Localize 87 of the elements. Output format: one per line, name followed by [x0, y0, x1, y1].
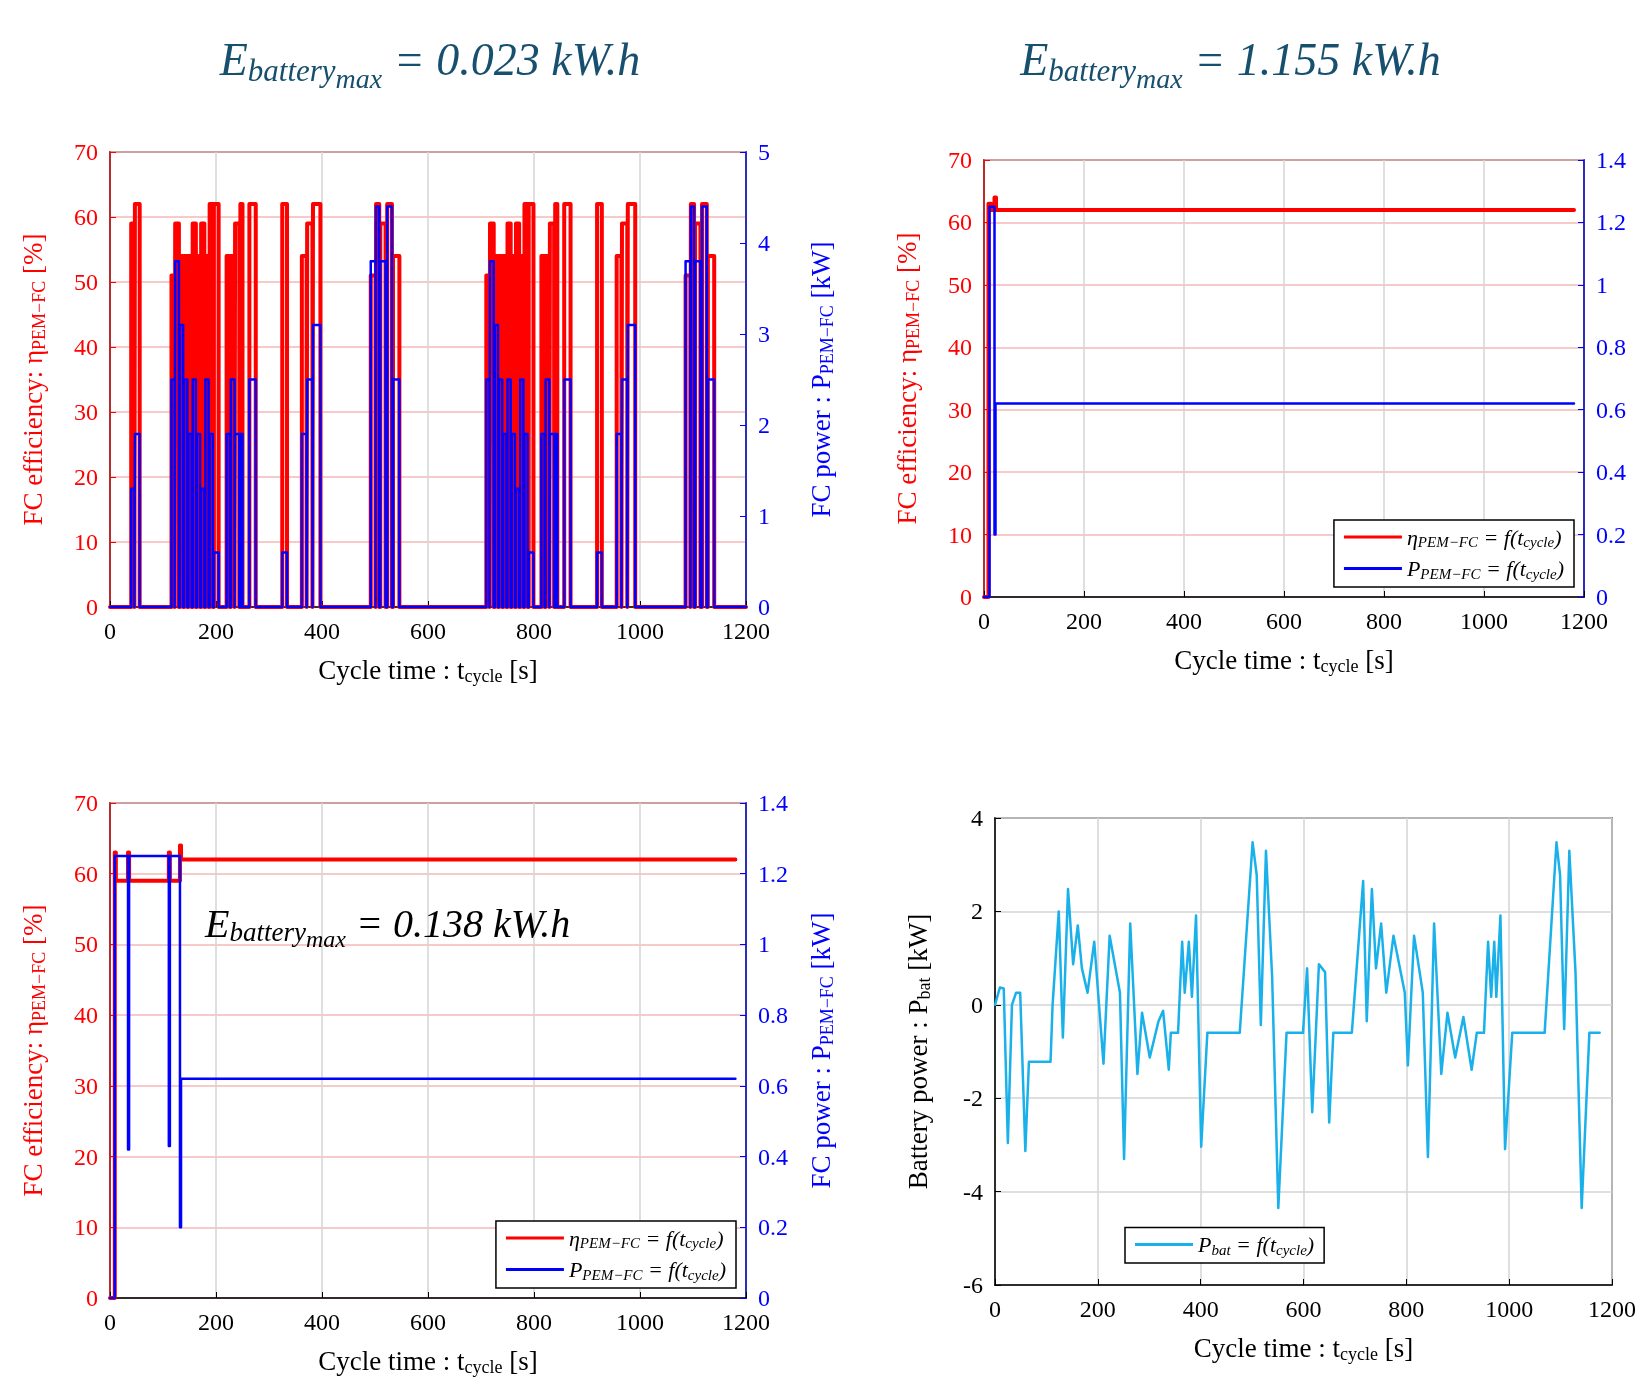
y-tick-label: 50: [74, 269, 98, 295]
y2-tick-label: 1.2: [1596, 209, 1626, 236]
x-tick-label: 400: [1182, 1296, 1219, 1322]
y-tick-label: 40: [74, 1002, 98, 1029]
y2-tick-label: 0.8: [1596, 334, 1626, 361]
legend-label: ηPEM−FC = f(tcycle): [568, 1225, 724, 1251]
x-tick-label: 0: [104, 618, 116, 644]
y-tick-label: -6: [963, 1272, 983, 1298]
y2-tick-label: 0.2: [1596, 521, 1626, 548]
y-tick-label: 50: [948, 271, 972, 298]
y2-tick-label: 0: [1596, 584, 1608, 610]
x-tick-label: 400: [304, 618, 340, 644]
y-tick-label: 70: [74, 790, 98, 816]
x-tick-label: 1200: [1560, 608, 1608, 634]
legend-label: PPEM−FC = f(tcycle): [567, 1257, 726, 1283]
x-tick-label: 600: [410, 1309, 446, 1335]
y-tick-label: 0: [971, 991, 983, 1018]
x-tick-label: 400: [304, 1309, 340, 1335]
x-tick-label: 1200: [1588, 1296, 1636, 1322]
y-axis-title: FC efficiency: ηPEM−FC [%]: [18, 904, 49, 1197]
y-tick-label: 20: [74, 1143, 98, 1170]
y2-tick-label: 2: [758, 412, 770, 438]
y-axis-title: FC efficiency: ηPEM−FC [%]: [892, 232, 923, 525]
x-tick-label: 200: [1079, 1296, 1116, 1322]
y-axis-title: Battery power : Pbat [kW]: [903, 913, 934, 1190]
y2-tick-label: 1: [758, 503, 770, 529]
y2-axis-title: FC power : PPEM−FC [kW]: [806, 912, 837, 1189]
y-tick-label: 0: [960, 584, 972, 610]
y-tick-label: 40: [74, 334, 98, 360]
y-tick-label: 30: [74, 399, 98, 425]
x-tick-label: 800: [516, 1309, 552, 1335]
y-tick-label: -4: [963, 1178, 983, 1205]
y2-tick-label: 0.8: [758, 1002, 788, 1029]
x-tick-label: 600: [1266, 608, 1302, 634]
y-tick-label: 50: [74, 931, 98, 958]
x-tick-label: 200: [198, 1309, 234, 1335]
y-tick-label: 60: [74, 204, 98, 230]
y-tick-label: 30: [948, 396, 972, 423]
y2-tick-label: 0.4: [758, 1143, 788, 1170]
x-tick-label: 0: [989, 1296, 1001, 1322]
x-tick-label: 200: [1066, 608, 1102, 634]
y2-tick-label: 1.2: [758, 860, 788, 887]
y-tick-label: 40: [948, 334, 972, 361]
y2-tick-label: 0.2: [758, 1214, 788, 1241]
x-tick-label: 1000: [616, 1309, 664, 1335]
y2-tick-label: 0.6: [1596, 396, 1626, 423]
x-tick-label: 800: [1366, 608, 1402, 634]
y2-tick-label: 5: [758, 139, 770, 165]
y-tick-label: 2: [971, 898, 983, 925]
x-tick-label: 400: [1166, 608, 1202, 634]
y-tick-label: 70: [948, 147, 972, 173]
y-tick-label: 10: [74, 529, 98, 555]
x-tick-label: 1000: [616, 618, 664, 644]
line-series: [993, 841, 1601, 1210]
y2-tick-label: 1.4: [1596, 147, 1626, 173]
y2-tick-label: 3: [758, 321, 770, 347]
y-tick-label: 10: [948, 521, 972, 548]
x-tick-label: 800: [1388, 1296, 1425, 1322]
y2-tick-label: 1: [1596, 271, 1608, 298]
y-tick-label: 4: [971, 805, 983, 831]
x-tick-label: 1200: [722, 1309, 770, 1335]
y2-tick-label: 4: [758, 230, 770, 256]
x-tick-label: 600: [410, 618, 446, 644]
y-tick-label: 70: [74, 139, 98, 165]
x-tick-label: 1000: [1460, 608, 1508, 634]
y2-axis-title: FC power : PPEM−FC [kW]: [806, 241, 837, 518]
legend-label: ηPEM−FC = f(tcycle): [1406, 524, 1562, 550]
x-tick-label: 1000: [1485, 1296, 1534, 1322]
y-tick-label: 30: [74, 1072, 98, 1099]
y-axis-title: FC efficiency: ηPEM−FC [%]: [18, 233, 49, 526]
x-tick-label: 0: [104, 1309, 116, 1335]
y-tick-label: 20: [74, 464, 98, 490]
y-tick-label: 60: [948, 209, 972, 236]
y-tick-label: 20: [948, 459, 972, 486]
y-tick-label: -2: [963, 1085, 983, 1112]
x-tick-label: 600: [1285, 1296, 1322, 1322]
y2-tick-label: 0.4: [1596, 459, 1626, 486]
y-tick-label: 10: [74, 1214, 98, 1241]
x-tick-label: 1200: [722, 618, 770, 644]
legend-label: PPEM−FC = f(tcycle): [1405, 556, 1564, 582]
y2-tick-label: 0.6: [758, 1072, 788, 1099]
y2-tick-label: 1: [758, 931, 770, 958]
legend-label: Pbat = f(tcycle): [1197, 1232, 1315, 1258]
y2-tick-label: 1.4: [758, 790, 788, 816]
y-tick-label: 60: [74, 860, 98, 887]
x-tick-label: 200: [198, 618, 234, 644]
x-tick-label: 800: [516, 618, 552, 644]
